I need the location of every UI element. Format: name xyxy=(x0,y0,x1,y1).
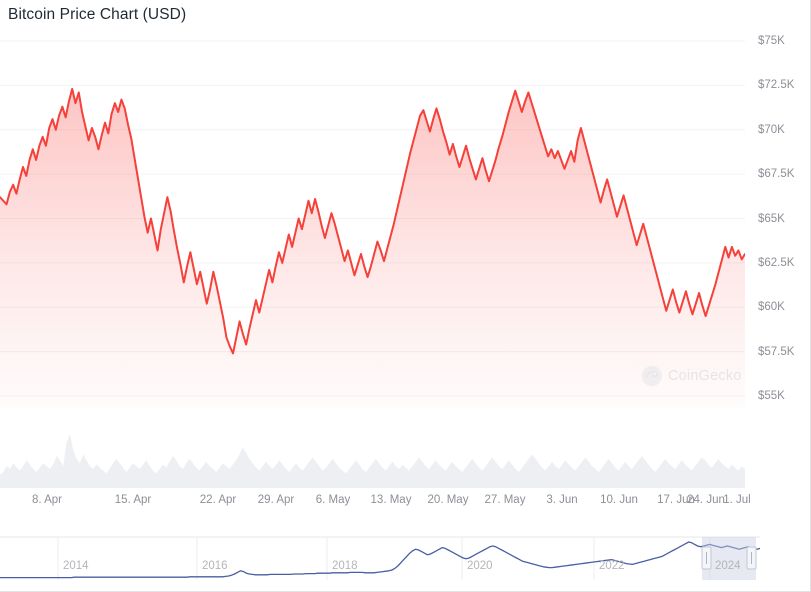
y-axis-label-0: $75K xyxy=(758,35,785,47)
price-line xyxy=(0,87,745,355)
volume-plot-area[interactable] xyxy=(0,410,745,490)
y-axis-label-1: $72.5K xyxy=(758,79,795,92)
x-axis-label-4: 6. May xyxy=(315,494,351,506)
x-axis-label-3: 29. Apr xyxy=(257,494,295,506)
navigator-year-label-2018: 2018 xyxy=(332,560,358,572)
range-navigator[interactable]: 2014 2016 2018 2020 2022 2024 xyxy=(0,528,760,586)
price-line-chart[interactable] xyxy=(0,26,745,408)
x-axis-label-11: 24. Jun xyxy=(687,494,725,506)
x-axis-label-8: 3. Jun xyxy=(546,494,578,506)
y-axis-label-3: $67.5K xyxy=(758,168,795,181)
price-plot-area[interactable] xyxy=(0,26,745,408)
navigator-year-label-2022: 2022 xyxy=(599,560,625,572)
navigator-year-label-2024: 2024 xyxy=(715,560,741,572)
x-axis-label-2: 22. Apr xyxy=(199,494,237,506)
x-axis-label-6: 20. May xyxy=(427,494,469,506)
y-axis-label-4: $65K xyxy=(758,212,785,225)
y-axis-label-5: $62.5K xyxy=(758,256,795,269)
y-axis-label-2: $70K xyxy=(758,123,785,136)
volume-area-chart[interactable] xyxy=(0,410,745,490)
navigator-line xyxy=(0,541,760,579)
x-axis-label-10: 17. Jun xyxy=(657,494,695,506)
navigator-chart[interactable] xyxy=(0,528,760,586)
navigator-year-label-2020: 2020 xyxy=(467,560,493,572)
x-axis-label-5: 13. May xyxy=(370,494,412,506)
x-axis-label-9: 10. Jun xyxy=(600,494,638,506)
navigator-selection[interactable] xyxy=(701,537,757,580)
x-axis-label-0: 8. Apr xyxy=(31,494,63,506)
y-axis-label-8: $55K xyxy=(758,390,785,402)
x-axis-label-12: 1. Jul xyxy=(723,494,751,506)
y-axis-label-6: $60K xyxy=(758,301,785,314)
x-axis: 8. Apr 15. Apr 22. Apr 29. Apr 6. May 13. May… xyxy=(0,494,760,516)
price-area-fill xyxy=(0,88,745,408)
navigator-year-label-2016: 2016 xyxy=(202,560,228,572)
y-axis: $75K $72.5K $70K $67.5K $65K $62.5K $60K $57.5K… xyxy=(750,26,811,408)
volume-area-fill xyxy=(0,434,745,488)
x-axis-label-1: 15. Apr xyxy=(114,494,152,506)
navigator-year-label-2014: 2014 xyxy=(63,560,89,572)
y-axis-label-7: $57.5K xyxy=(758,345,795,358)
x-axis-label-7: 27. May xyxy=(484,494,526,506)
page-title: Bitcoin Price Chart (USD) xyxy=(8,6,187,23)
navigator-year-ticks xyxy=(57,537,711,580)
